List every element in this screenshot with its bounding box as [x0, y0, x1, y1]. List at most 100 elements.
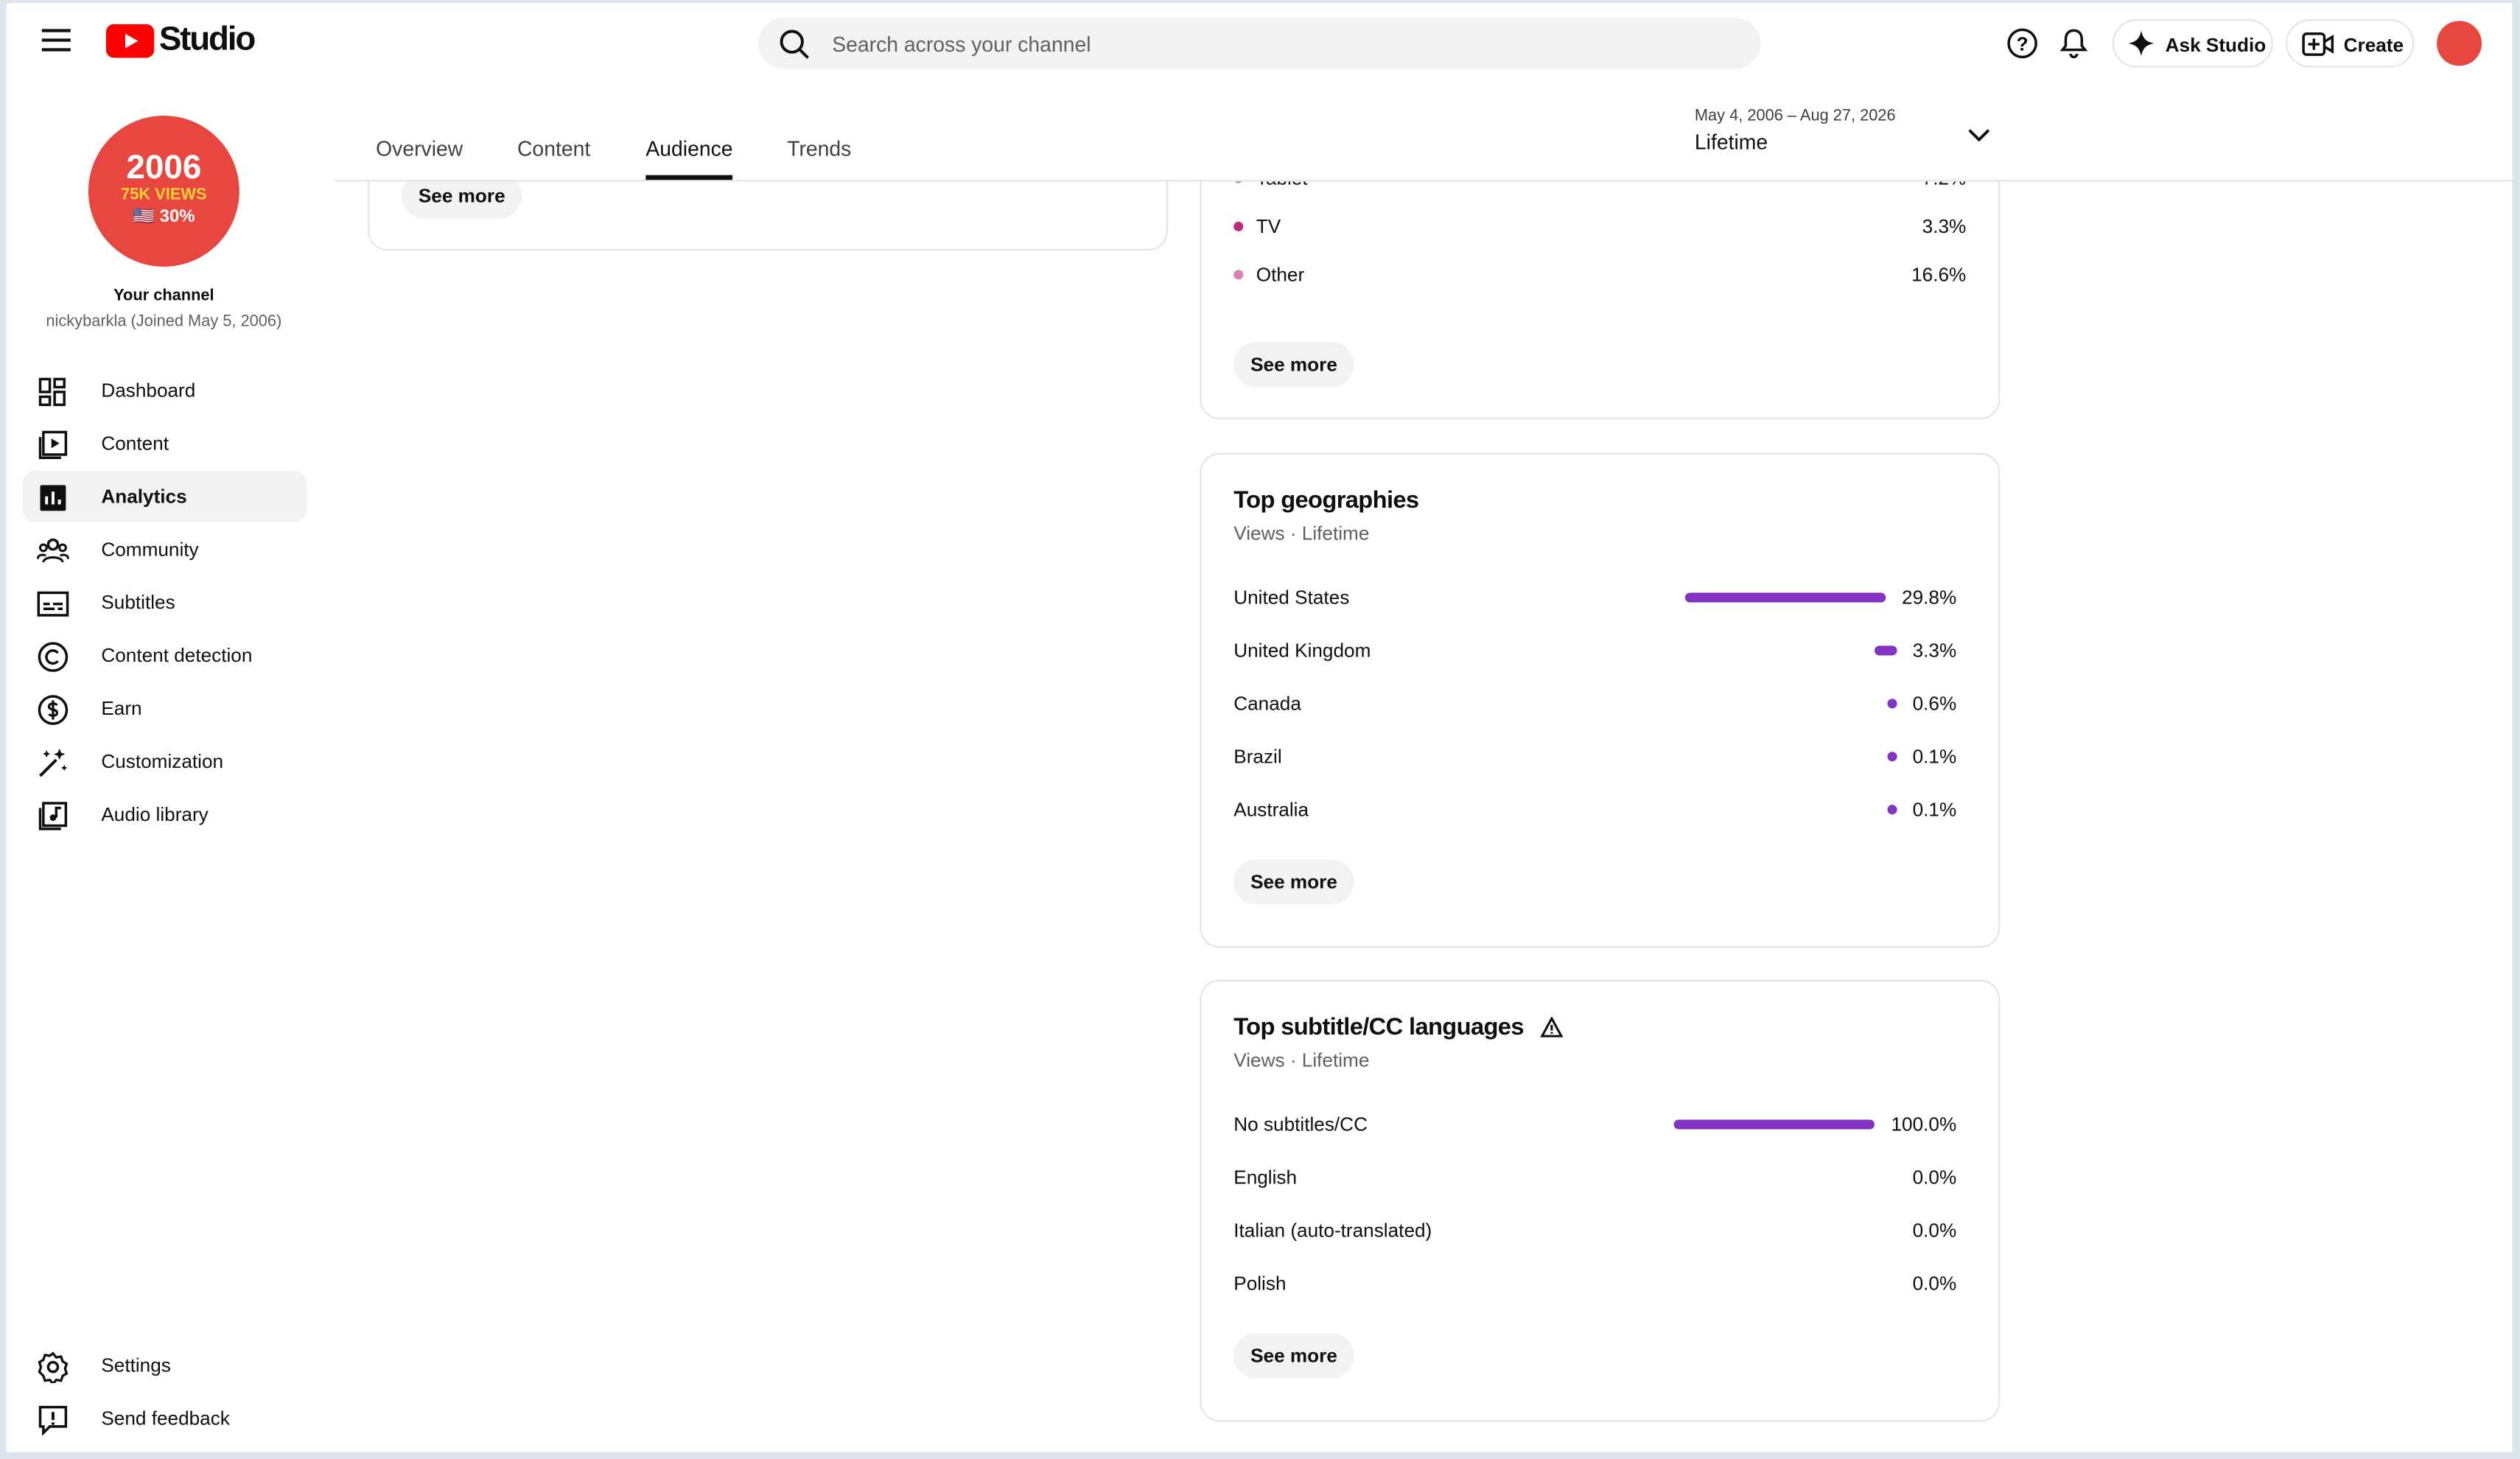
- nav-label: Customization: [101, 750, 224, 773]
- channel-label: Your channel: [113, 287, 214, 306]
- row-share: 0.1%: [1912, 798, 1957, 821]
- device-share: 3.3%: [1922, 215, 1967, 238]
- search-bar[interactable]: Search across your channel: [757, 17, 1761, 69]
- ranked-row: No subtitles/CC 100.0%: [1233, 1108, 1956, 1141]
- studio-window: See more Tablet7.2% TV 3.3% Other 16.6% See mo…: [6, 3, 2513, 1452]
- avatar-line: 🇺🇸 30%: [133, 207, 195, 227]
- tabs-bar: Overview Content Audience Trends May 4, 200…: [334, 83, 2513, 182]
- nav-icon: [37, 538, 69, 563]
- warning-icon: [1539, 1016, 1563, 1038]
- tab[interactable]: Content: [517, 136, 591, 161]
- ranked-row: United States 29.8%: [1233, 581, 1956, 614]
- create-button[interactable]: Create: [2286, 19, 2415, 68]
- see-more-button[interactable]: See more: [1233, 1333, 1354, 1379]
- nav-label: Audio library: [101, 803, 209, 826]
- channel-handle: nickybarkla (Joined May 5, 2006): [46, 313, 282, 332]
- nav-label: Content detection: [101, 644, 253, 667]
- row-share: 0.0%: [1912, 1166, 1957, 1189]
- card-title: Top geographies: [1233, 487, 1419, 514]
- date-range: May 4, 2006 – Aug 27, 2026: [1694, 108, 1896, 126]
- share-bar: [1886, 752, 1897, 762]
- search-icon: [780, 29, 809, 59]
- row-share: 100.0%: [1891, 1113, 1957, 1136]
- share-bar: [1684, 592, 1886, 603]
- help-icon[interactable]: ?: [2006, 27, 2039, 60]
- nav-item[interactable]: Customization: [23, 735, 307, 787]
- sparkle-icon: [2128, 30, 2155, 57]
- nav-item[interactable]: Dashboard: [23, 365, 307, 416]
- card-title-text: Top subtitle/CC languages: [1233, 1013, 1524, 1041]
- nav-item[interactable]: Subtitles: [23, 577, 307, 629]
- tab[interactable]: Trends: [787, 136, 852, 161]
- device-row: TV 3.3%: [1233, 211, 1966, 243]
- row-share: 0.6%: [1912, 692, 1957, 715]
- share-bar: [1886, 805, 1897, 815]
- avatar-line: 2006: [126, 149, 202, 186]
- card-title: Top subtitle/CC languages: [1233, 1013, 1563, 1041]
- legend-dot: [1233, 221, 1244, 231]
- device-share: 16.6%: [1911, 263, 1967, 287]
- row-name: Polish: [1233, 1272, 1287, 1295]
- nav-icon: [37, 591, 69, 617]
- create-icon: [2302, 32, 2334, 56]
- nav-item[interactable]: Content detection: [23, 630, 307, 682]
- legend-dot: [1233, 270, 1244, 280]
- row-name: Italian (auto-translated): [1233, 1219, 1432, 1242]
- share-bar: [1886, 699, 1897, 709]
- device-name: Tablet: [1256, 180, 1922, 189]
- nav-item[interactable]: Settings: [23, 1340, 307, 1391]
- row-name: United Kingdom: [1233, 639, 1371, 662]
- nav-icon: [38, 1405, 68, 1436]
- row-name: Canada: [1233, 692, 1301, 715]
- nav-item[interactable]: Audio library: [23, 788, 307, 840]
- ranked-row: Italian (auto-translated) 0.0%: [1233, 1214, 1956, 1247]
- nav-item[interactable]: Earn: [23, 683, 307, 735]
- previous-card: See more: [368, 180, 1168, 251]
- tab[interactable]: Overview: [376, 136, 463, 161]
- logo-text: Studio: [158, 21, 256, 58]
- ranked-row: Brazil 0.1%: [1233, 741, 1956, 773]
- see-more-button[interactable]: See more: [402, 180, 522, 219]
- date-period: Lifetime: [1694, 130, 1768, 155]
- ranked-row: Polish 0.0%: [1233, 1267, 1956, 1300]
- nav-icon: [40, 485, 66, 511]
- nav-item[interactable]: Send feedback: [23, 1393, 307, 1444]
- row-name: No subtitles/CC: [1233, 1113, 1368, 1136]
- ask-studio-button[interactable]: Ask Studio: [2112, 19, 2273, 68]
- nav-label: Subtitles: [101, 591, 175, 614]
- device-row: Other 16.6%: [1233, 259, 1966, 291]
- channel-avatar[interactable]: 2006 75K VIEWS 🇺🇸 30%: [88, 115, 239, 267]
- nav-label: Earn: [101, 697, 142, 720]
- ranked-row: Australia 0.1%: [1233, 794, 1956, 826]
- nav-item[interactable]: Community: [23, 524, 307, 575]
- nav-icon: [39, 748, 68, 777]
- row-share: 0.1%: [1912, 745, 1957, 769]
- nav-item[interactable]: Content: [23, 418, 307, 469]
- see-more-button[interactable]: See more: [1233, 859, 1354, 905]
- card-subtitle: Views · Lifetime: [1233, 1049, 1370, 1072]
- nav-icon: [38, 642, 69, 672]
- ranked-row: Canada 0.6%: [1233, 687, 1956, 720]
- device-row: Tablet7.2%: [1233, 180, 1966, 195]
- ranked-row: United Kingdom 3.3%: [1233, 634, 1956, 667]
- nav-label: Settings: [101, 1354, 171, 1377]
- sidebar: 2006 75K VIEWS 🇺🇸 30% Your channel nicky…: [6, 83, 335, 1452]
- create-label: Create: [2343, 33, 2404, 57]
- see-more-button[interactable]: See more: [1233, 342, 1354, 388]
- tab[interactable]: Audience: [645, 136, 733, 161]
- subtitle-languages-card: Top subtitle/CC languages Views · Lifetim…: [1200, 979, 2001, 1422]
- row-share: 29.8%: [1902, 586, 1957, 609]
- youtube-logo[interactable]: [105, 24, 155, 58]
- card-subtitle: Views · Lifetime: [1233, 522, 1370, 545]
- device-name: Other: [1256, 263, 1305, 287]
- device-name: TV: [1256, 215, 1281, 238]
- avatar-line: 75K VIEWS: [121, 186, 207, 204]
- menu-icon[interactable]: [41, 29, 71, 52]
- device-card: Tablet7.2% TV 3.3% Other 16.6% See more: [1200, 180, 2001, 419]
- nav-label: Dashboard: [101, 379, 196, 402]
- nav-item[interactable]: Analytics: [22, 470, 307, 522]
- account-avatar[interactable]: [2437, 21, 2482, 66]
- notifications-icon[interactable]: [2059, 27, 2088, 60]
- date-dropdown[interactable]: [1968, 128, 1991, 144]
